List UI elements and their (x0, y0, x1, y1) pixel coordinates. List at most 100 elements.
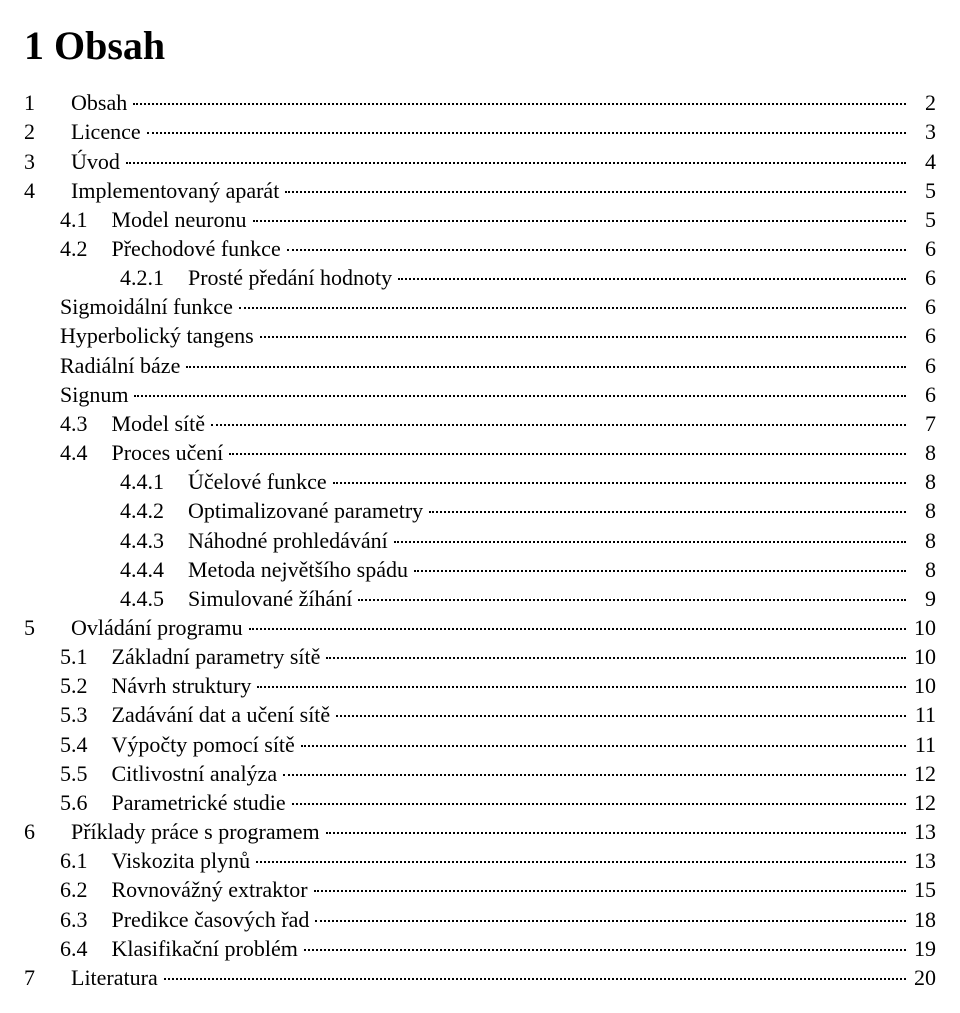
toc-leader-dots (336, 715, 906, 717)
toc-entry-label: Signum (60, 381, 132, 409)
toc-leader-dots (249, 628, 906, 630)
toc-entry-label: Sigmoidální funkce (60, 293, 237, 321)
toc-leader-dots (394, 541, 906, 543)
toc-entry-page: 10 (908, 614, 936, 642)
toc-entry-page: 4 (908, 148, 936, 176)
toc-row: 6.3Predikce časových řad18 (24, 906, 936, 934)
toc-entry-number: 5.1 (60, 644, 88, 669)
toc-entry-page: 8 (908, 497, 936, 525)
toc-entry-number: 1 (24, 90, 35, 115)
toc-row: 5.6Parametrické studie12 (24, 789, 936, 817)
toc-entry-page: 8 (908, 527, 936, 555)
toc-row: 3Úvod 4 (24, 148, 936, 176)
toc-entry-text: Obsah (71, 90, 127, 115)
toc-entry-text: Model sítě (112, 411, 206, 436)
toc-row: 1 Obsah 2 (24, 89, 936, 117)
toc-entry-page: 6 (908, 352, 936, 380)
toc-entry-number: 6.3 (60, 907, 88, 932)
toc-row: 4.2.1 Prosté předání hodnoty 6 (24, 264, 936, 292)
toc-entry-label: 2 Licence (24, 118, 145, 146)
toc-leader-dots (134, 395, 906, 397)
toc-entry-label: 6.2Rovnovážný extraktor (60, 876, 312, 904)
toc-leader-dots (315, 920, 906, 922)
toc-entry-label: 5.2Návrh struktury (60, 672, 255, 700)
toc-leader-dots (257, 686, 906, 688)
toc-entry-text: Radiální báze (60, 353, 180, 378)
toc-entry-text: Model neuronu (112, 207, 247, 232)
toc-row: Signum6 (24, 381, 936, 409)
toc-leader-dots (287, 249, 906, 251)
toc-entry-text: Sigmoidální funkce (60, 294, 233, 319)
toc-leader-dots (301, 745, 906, 747)
toc-entry-page: 6 (908, 264, 936, 292)
toc-leader-dots (147, 132, 906, 134)
toc-row: 4.4.4Metoda největšího spádu8 (24, 556, 936, 584)
toc-row: 4.4.5Simulované žíhání 9 (24, 585, 936, 613)
toc-entry-number: 3 (24, 149, 35, 174)
toc-row: 4.1Model neuronu5 (24, 206, 936, 234)
toc-leader-dots (186, 366, 906, 368)
toc-entry-text: Optimalizované parametry (188, 498, 423, 523)
toc-entry-text: Příklady práce s programem (71, 819, 320, 844)
toc-entry-number: 6.4 (60, 936, 88, 961)
toc-entry-page: 9 (908, 585, 936, 613)
toc-entry-text: Základní parametry sítě (112, 644, 321, 669)
toc-entry-number: 2 (24, 119, 35, 144)
toc-entry-text: Ovládání programu (71, 615, 243, 640)
toc-entry-text: Zadávání dat a učení sítě (112, 702, 331, 727)
toc-row: Hyperbolický tangens 6 (24, 322, 936, 350)
toc-row: 5.2Návrh struktury10 (24, 672, 936, 700)
toc-entry-label: 3Úvod (24, 148, 124, 176)
toc-entry-label: 5.3Zadávání dat a učení sítě (60, 701, 334, 729)
toc-entry-text: Návrh struktury (112, 673, 252, 698)
toc-entry-number: 5.4 (60, 732, 88, 757)
toc-entry-label: 4.4.1Účelové funkce (120, 468, 331, 496)
page-title: 1 Obsah (24, 20, 936, 71)
toc-entry-page: 5 (908, 177, 936, 205)
toc-leader-dots (211, 424, 906, 426)
toc-leader-dots (304, 949, 906, 951)
toc-entry-page: 6 (908, 322, 936, 350)
toc-row: 5Ovládání programu 10 (24, 614, 936, 642)
toc-row: 6.1Viskozita plynů13 (24, 847, 936, 875)
toc-row: Sigmoidální funkce6 (24, 293, 936, 321)
toc-leader-dots (314, 890, 906, 892)
toc-row: 6Příklady práce s programem13 (24, 818, 936, 846)
toc-row: 4.3Model sítě7 (24, 410, 936, 438)
toc-entry-number: 7 (24, 965, 35, 990)
toc-entry-label: 5Ovládání programu (24, 614, 247, 642)
toc-entry-page: 18 (908, 906, 936, 934)
toc-leader-dots (229, 453, 906, 455)
toc-entry-label: 6.1Viskozita plynů (60, 847, 254, 875)
toc-leader-dots (292, 803, 906, 805)
toc-entry-page: 6 (908, 235, 936, 263)
toc-entry-page: 2 (908, 89, 936, 117)
toc-entry-label: 4.2.1 Prosté předání hodnoty (120, 264, 396, 292)
toc-row: 5.4Výpočty pomocí sítě11 (24, 731, 936, 759)
toc-entry-label: 4.4.5Simulované žíhání (120, 585, 356, 613)
toc-row: Radiální báze 6 (24, 352, 936, 380)
toc-entry-label: 5.5Citlivostní analýza (60, 760, 281, 788)
toc-list: 1Obsah22Licence33Úvod44Implementovaný ap… (24, 89, 936, 992)
toc-entry-number: 4.4.2 (120, 498, 164, 523)
toc-entry-page: 20 (908, 964, 936, 992)
toc-entry-page: 11 (908, 701, 936, 729)
toc-row: 4.4.3Náhodné prohledávání 8 (24, 527, 936, 555)
toc-entry-page: 8 (908, 439, 936, 467)
toc-leader-dots (260, 336, 906, 338)
toc-entry-number: 4.4 (60, 440, 88, 465)
toc-entry-text: Licence (71, 119, 141, 144)
toc-row: 4.4Proces učení8 (24, 439, 936, 467)
toc-entry-page: 5 (908, 206, 936, 234)
toc-entry-number: 4.2.1 (120, 265, 164, 290)
toc-entry-number: 4.4.4 (120, 557, 164, 582)
toc-row: 5.5Citlivostní analýza12 (24, 760, 936, 788)
toc-leader-dots (326, 832, 906, 834)
toc-leader-dots (253, 220, 906, 222)
toc-entry-text: Prosté předání hodnoty (188, 265, 392, 290)
toc-entry-label: 4.4.3Náhodné prohledávání (120, 527, 392, 555)
toc-entry-page: 7 (908, 410, 936, 438)
toc-entry-page: 19 (908, 935, 936, 963)
toc-leader-dots (283, 774, 906, 776)
toc-entry-label: Hyperbolický tangens (60, 322, 258, 350)
